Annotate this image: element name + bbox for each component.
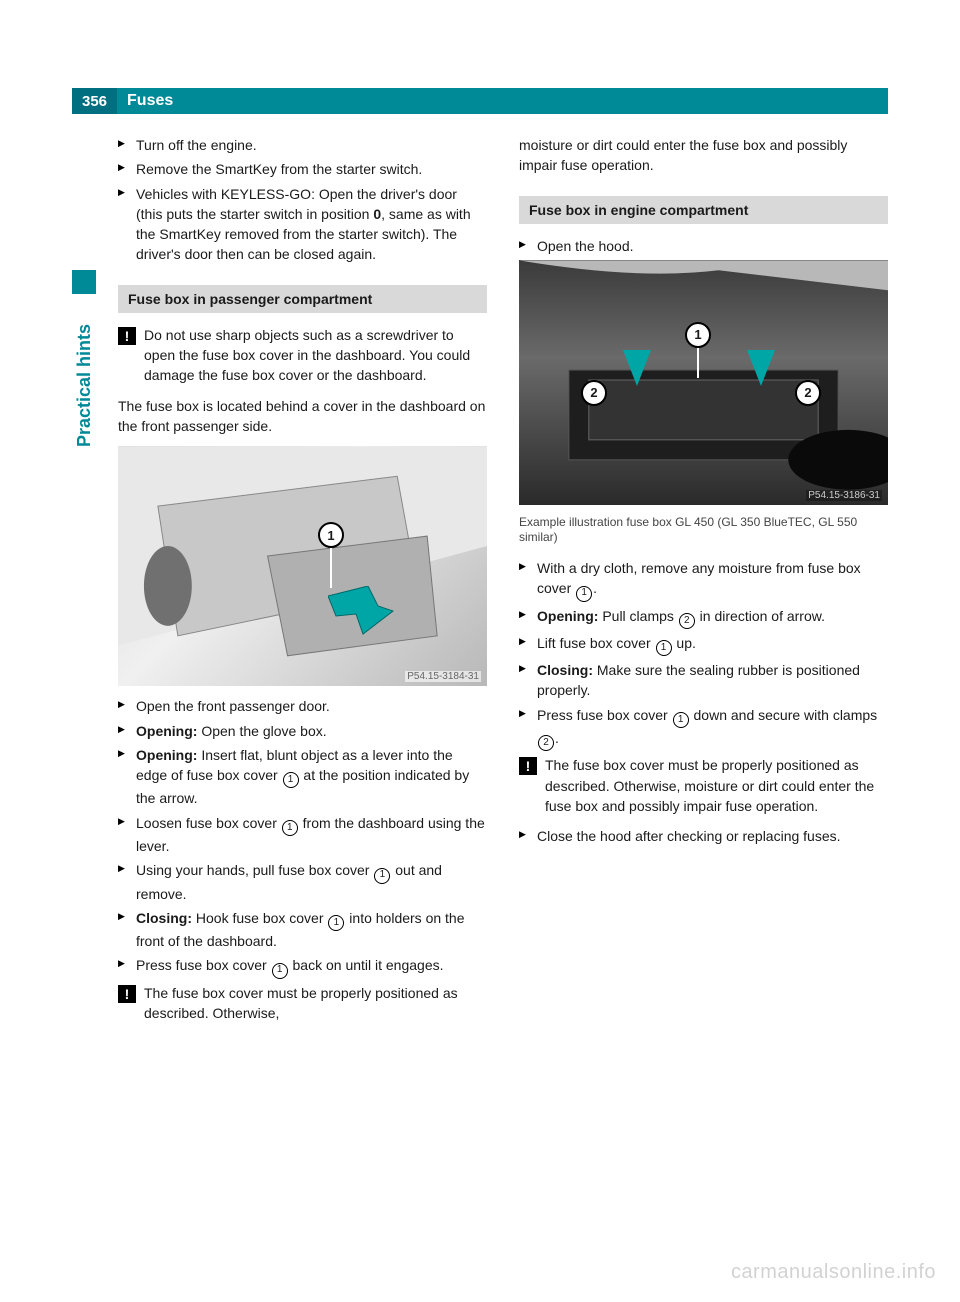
section-heading-engine: Fuse box in engine compartment	[519, 196, 888, 224]
sidebar-label: Practical hints	[75, 323, 96, 446]
image-code: P54.15-3186-31	[806, 490, 882, 501]
step-item: Loosen fuse box cover 1 from the dashboa…	[118, 813, 487, 857]
engine-illustration-svg	[519, 260, 888, 505]
sidebar-tab: Practical hints	[72, 300, 98, 470]
callout-2: 2	[795, 380, 821, 406]
engine-step-list: With a dry cloth, remove any moisture fr…	[519, 558, 888, 751]
caution-note-3: ! The fuse box cover must be properly po…	[519, 755, 888, 816]
continuation-paragraph: moisture or dirt could enter the fuse bo…	[519, 135, 888, 176]
exclamation-icon: !	[519, 757, 537, 775]
step-item: Closing: Make sure the sealing rubber is…	[519, 660, 888, 701]
callout-1: 1	[685, 322, 711, 348]
down-arrow-icon	[623, 350, 651, 386]
callout-line	[697, 348, 699, 378]
note-text: Do not use sharp objects such as a screw…	[144, 327, 470, 384]
step-text: Close the hood after checking or replaci…	[537, 828, 841, 844]
step-item: Opening: Insert flat, blunt object as a …	[118, 745, 487, 809]
exclamation-icon: !	[118, 327, 136, 345]
section-heading-passenger: Fuse box in passenger compartment	[118, 285, 487, 313]
step-item: Vehicles with KEYLESS-GO: Open the drive…	[118, 184, 487, 265]
step-item: Lift fuse box cover 1 up.	[519, 633, 888, 656]
callout-2: 2	[581, 380, 607, 406]
sidebar-square-icon	[72, 270, 96, 294]
step-item: With a dry cloth, remove any moisture fr…	[519, 558, 888, 602]
open-hood-list: Open the hood.	[519, 236, 888, 256]
image-code: P54.15-3184-31	[405, 671, 481, 682]
page-number: 356	[72, 88, 117, 114]
step-item: Closing: Hook fuse box cover 1 into hold…	[118, 908, 487, 952]
step-item: Close the hood after checking or replaci…	[519, 826, 888, 846]
callout-line	[330, 548, 332, 588]
step-item: Open the hood.	[519, 236, 888, 256]
caution-note: ! Do not use sharp objects such as a scr…	[118, 325, 487, 386]
step-item: Turn off the engine.	[118, 135, 487, 155]
left-column: Turn off the engine. Remove the SmartKey …	[118, 135, 487, 1033]
step-item: Opening: Pull clamps 2 in direction of a…	[519, 606, 888, 629]
content-columns: Turn off the engine. Remove the SmartKey …	[118, 135, 888, 1033]
manual-page: 356 Fuses Practical hints Turn off the e…	[0, 0, 960, 1302]
illustration-engine-fusebox: 1 2 2 P54.15-3186-31	[519, 260, 888, 505]
note-text: The fuse box cover must be properly posi…	[144, 985, 458, 1021]
watermark: carmanualsonline.info	[731, 1261, 936, 1284]
dashboard-illustration-svg	[118, 446, 487, 686]
illustration-passenger-fusebox: 1 P54.15-3184-31	[118, 446, 487, 686]
passenger-step-list: Open the front passenger door. Opening: O…	[118, 696, 487, 978]
final-step-list: Close the hood after checking or replaci…	[519, 826, 888, 846]
header-bar: 356 Fuses	[72, 88, 888, 114]
note-text: The fuse box cover must be properly posi…	[545, 757, 874, 814]
intro-step-list: Turn off the engine. Remove the SmartKey …	[118, 135, 487, 265]
step-item: Using your hands, pull fuse box cover 1 …	[118, 860, 487, 904]
arrow-icon	[328, 586, 398, 636]
image-caption: Example illustration fuse box GL 450 (GL…	[519, 515, 888, 546]
caution-note-2: ! The fuse box cover must be properly po…	[118, 983, 487, 1024]
step-item: Opening: Open the glove box.	[118, 721, 487, 741]
down-arrow-icon	[747, 350, 775, 386]
location-paragraph: The fuse box is located behind a cover i…	[118, 396, 487, 437]
exclamation-icon: !	[118, 985, 136, 1003]
step-text: Open the hood.	[537, 238, 634, 254]
step-item: Open the front passenger door.	[118, 696, 487, 716]
right-column: moisture or dirt could enter the fuse bo…	[519, 135, 888, 1033]
step-item: Press fuse box cover 1 down and secure w…	[519, 705, 888, 752]
step-item: Press fuse box cover 1 back on until it …	[118, 955, 487, 978]
step-item: Remove the SmartKey from the starter swi…	[118, 159, 487, 179]
header-title: Fuses	[127, 92, 173, 110]
